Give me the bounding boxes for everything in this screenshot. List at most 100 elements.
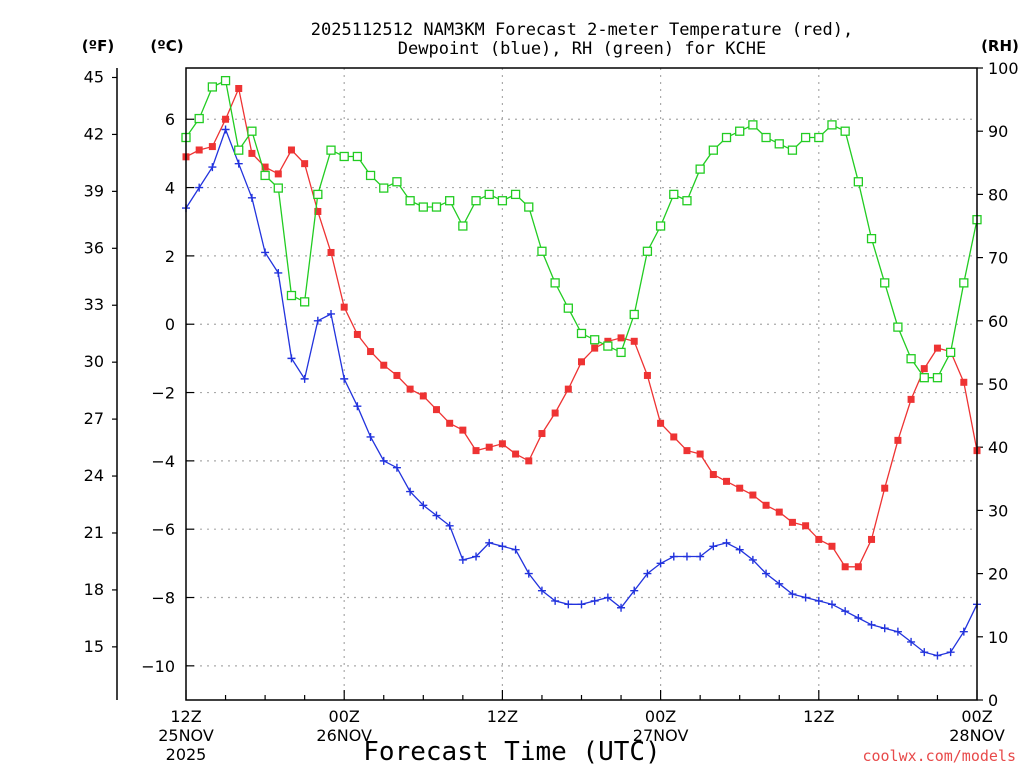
fahrenheit-tick-label: 21 — [84, 523, 104, 542]
time-tick-label: 12Z — [170, 707, 201, 726]
dewpoint-point — [893, 627, 902, 636]
rh-point — [431, 202, 442, 212]
dewpoint-point — [590, 596, 599, 605]
rh-point — [326, 145, 336, 155]
time-tick-label: 00Z — [645, 707, 676, 726]
dewpoint-point — [617, 603, 626, 612]
temperature-point — [736, 484, 744, 492]
temperature-point — [525, 457, 533, 465]
temperature-point — [657, 419, 665, 427]
temperature-point — [314, 207, 322, 215]
time-tick-label: 12Z — [487, 707, 518, 726]
dewpoint-point — [195, 183, 204, 192]
rh-point — [708, 145, 718, 155]
temperature-point — [222, 115, 230, 123]
temperature-point — [248, 149, 256, 157]
fahrenheit-tick-label: 24 — [84, 466, 104, 485]
rh-tick-label: 0 — [988, 691, 998, 710]
temperature-point — [828, 542, 836, 550]
time-tick-label: 00Z — [961, 707, 992, 726]
celsius-tick-label: 2 — [165, 247, 175, 266]
temperature-point — [670, 433, 678, 441]
dewpoint-point — [682, 552, 691, 561]
dewpoint-point — [485, 538, 494, 547]
rh-point — [537, 246, 547, 256]
dewpoint-point — [366, 432, 375, 441]
dewpoint-point — [920, 648, 929, 657]
rh-point — [655, 221, 666, 231]
fahrenheit-tick-label: 30 — [84, 352, 104, 371]
dewpoint-point — [247, 193, 256, 202]
temperature-point — [894, 436, 902, 444]
celsius-tick-label: 4 — [165, 179, 175, 198]
rh-point — [853, 177, 863, 187]
fahrenheit-tick-label: 33 — [84, 295, 104, 314]
dewpoint-point — [472, 552, 481, 561]
rh-point — [484, 189, 494, 200]
rh-point — [497, 196, 508, 206]
celsius-tick-label: 0 — [165, 315, 175, 334]
dewpoint-point — [643, 569, 652, 578]
temperature-point — [709, 471, 717, 479]
rh-point — [919, 373, 929, 383]
rh-point — [313, 189, 323, 200]
rh-point — [827, 120, 837, 130]
dewpoint-point — [854, 614, 863, 623]
dewpoint-point — [880, 624, 889, 633]
celsius-unit-label: (ºC) — [150, 37, 183, 55]
dewpoint-point — [274, 268, 283, 277]
temperature-point — [604, 337, 612, 345]
rh-point — [286, 290, 297, 301]
dewpoint-point — [551, 596, 560, 605]
rh-point — [629, 309, 639, 320]
temperature-point — [498, 440, 506, 448]
dewpoint-point — [445, 521, 454, 530]
rh-point — [761, 132, 771, 143]
temperature-point — [367, 348, 375, 356]
rh-tick-label: 70 — [988, 249, 1008, 268]
temperature-point — [723, 477, 731, 485]
rh-point — [379, 183, 389, 193]
chart-title-line2: Dewpoint (blue), RH (green) for KCHE — [398, 39, 766, 59]
rh-point — [959, 278, 969, 288]
fahrenheit-tick-label: 15 — [84, 637, 104, 656]
rh-point — [510, 189, 521, 200]
rh-point — [945, 347, 956, 358]
temperature-point — [933, 344, 941, 352]
dewpoint-point — [524, 569, 533, 578]
temperature-point — [472, 447, 480, 455]
temperature-point — [393, 371, 401, 379]
dewpoint-point — [261, 248, 270, 257]
rh-tick-label: 60 — [988, 312, 1008, 331]
rh-point — [893, 322, 903, 332]
temperature-point — [432, 406, 440, 414]
rh-point — [260, 170, 270, 181]
temperature-point — [907, 395, 915, 403]
rh-point — [550, 278, 560, 288]
temperature-point — [551, 409, 559, 417]
rh-point — [299, 297, 310, 307]
rh-point — [880, 278, 890, 288]
rh-point — [695, 164, 705, 174]
dewpoint-point — [432, 511, 441, 520]
dewpoint-point — [498, 542, 507, 551]
dewpoint-point — [603, 593, 612, 602]
fahrenheit-tick-label: 27 — [84, 409, 104, 428]
rh-point — [682, 196, 692, 206]
rh-point — [814, 132, 824, 143]
rh-point — [603, 341, 613, 351]
rh-point — [234, 145, 244, 155]
rh-tick-label: 40 — [988, 438, 1008, 457]
data-series — [181, 75, 982, 660]
temperature-point — [446, 419, 454, 427]
rh-point — [590, 335, 600, 345]
celsius-tick-label: −4 — [151, 452, 175, 471]
dewpoint-point — [537, 586, 546, 595]
temperature-point — [578, 358, 585, 366]
rh-tick-label: 100 — [988, 59, 1019, 78]
dewpoint-point — [564, 600, 573, 609]
dewpoint-point — [669, 552, 678, 561]
temperature-point — [775, 508, 783, 516]
dewpoint-point — [221, 125, 230, 134]
temperature-point — [353, 330, 361, 338]
